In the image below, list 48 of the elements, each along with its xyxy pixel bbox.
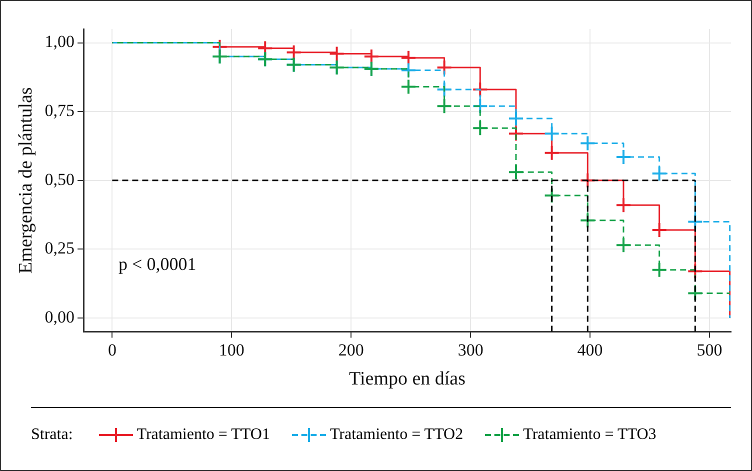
legend-title: Strata: (31, 426, 73, 444)
point (400, 50, 416, 66)
point (436, 60, 452, 76)
point (651, 262, 668, 278)
point (508, 110, 524, 126)
point (544, 188, 560, 204)
x-tick-label: 500 (696, 340, 722, 360)
y-tick-label: 0,50 (44, 170, 75, 189)
point (544, 144, 560, 161)
y-tick-label: 0,00 (44, 308, 75, 327)
point (687, 263, 704, 280)
y-tick-label: 1,00 (44, 32, 75, 52)
point (508, 126, 524, 142)
point (508, 164, 524, 180)
point (363, 48, 380, 65)
legend-label: Tratamiento = TTO2 (330, 426, 464, 444)
legend-label: Tratamiento = TTO3 (523, 426, 656, 444)
point (580, 172, 596, 188)
x-axis-title: Tiempo en días (349, 368, 466, 390)
point (687, 285, 704, 302)
legend-label: Tratamiento = TTO1 (136, 426, 270, 444)
point (651, 166, 668, 182)
point (328, 46, 345, 62)
point (400, 62, 416, 78)
point (400, 78, 416, 95)
point (687, 214, 704, 230)
point (436, 98, 452, 114)
annotation: p < 0,0001 (118, 254, 196, 274)
point (580, 135, 596, 152)
point (472, 120, 488, 136)
point (615, 149, 632, 165)
x-tick-label: 300 (458, 340, 484, 360)
point (472, 82, 488, 98)
x-tick-label: 0 (108, 340, 116, 360)
x-tick-label: 200 (338, 340, 364, 360)
point (651, 222, 668, 238)
point (472, 98, 488, 114)
point (436, 82, 452, 98)
point (615, 237, 632, 254)
point (286, 44, 302, 60)
x-tick-label: 400 (577, 340, 603, 360)
y-tick-label: 0,25 (44, 238, 75, 258)
y-axis-title: Emergencia de plántulas (15, 87, 36, 274)
point (580, 212, 596, 228)
y-tick-label: 0,75 (44, 101, 75, 120)
point (615, 197, 632, 214)
x-tick-label: 100 (218, 340, 244, 360)
point (544, 126, 560, 142)
